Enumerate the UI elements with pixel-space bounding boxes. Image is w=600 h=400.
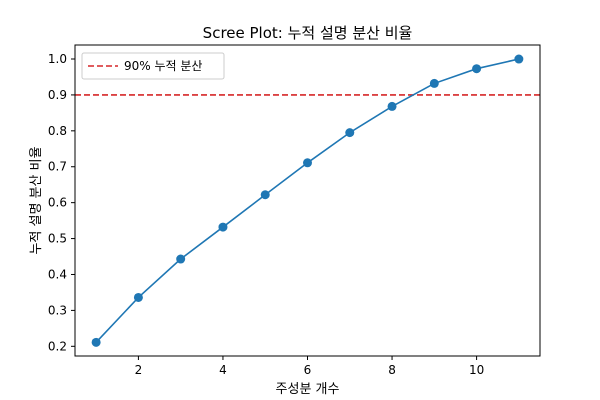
y-tick-label: 0.4 xyxy=(48,267,67,281)
axes-frame xyxy=(74,44,541,357)
legend: 90% 누적 분산 xyxy=(81,52,225,80)
x-tick-label: 6 xyxy=(304,363,312,377)
chart-title: Scree Plot: 누적 설명 분산 비율 xyxy=(203,24,413,42)
y-tick-label: 0.8 xyxy=(48,124,67,138)
y-tick-label: 0.3 xyxy=(48,303,67,317)
legend-box xyxy=(81,52,225,80)
plot-area: 2 4 6 8 10 0.2 0.3 0.4 0.5 0.6 0.7 0.8 0.9 1.0 xyxy=(48,44,541,377)
data-point xyxy=(345,128,355,138)
x-tick-label: 8 xyxy=(388,363,396,377)
x-tick-label: 4 xyxy=(219,363,227,377)
y-tick-label: 0.9 xyxy=(48,88,67,102)
data-point xyxy=(260,190,270,200)
data-point xyxy=(218,222,228,232)
data-point xyxy=(514,54,524,64)
y-tick-label: 1.0 xyxy=(48,52,67,66)
cumulative-variance-line xyxy=(95,58,520,343)
data-point xyxy=(91,337,101,347)
data-point xyxy=(133,292,143,302)
data-point xyxy=(472,64,482,74)
data-point xyxy=(387,101,397,111)
x-axis-label: 주성분 개수 xyxy=(276,382,340,397)
data-point xyxy=(303,158,312,168)
y-axis-label: 누적 설명 분산 비율 xyxy=(29,146,44,254)
x-tick-label: 10 xyxy=(469,363,484,377)
y-tick-label: 0.2 xyxy=(48,339,67,353)
y-tick-label: 0.6 xyxy=(48,196,67,210)
data-point xyxy=(176,254,186,264)
y-tick-label: 0.7 xyxy=(48,160,67,174)
y-tick-label: 0.5 xyxy=(48,232,67,246)
legend-label-90-percent: 90% 누적 분산 xyxy=(124,59,202,73)
data-point xyxy=(429,78,439,88)
x-tick-label: 2 xyxy=(135,363,143,377)
